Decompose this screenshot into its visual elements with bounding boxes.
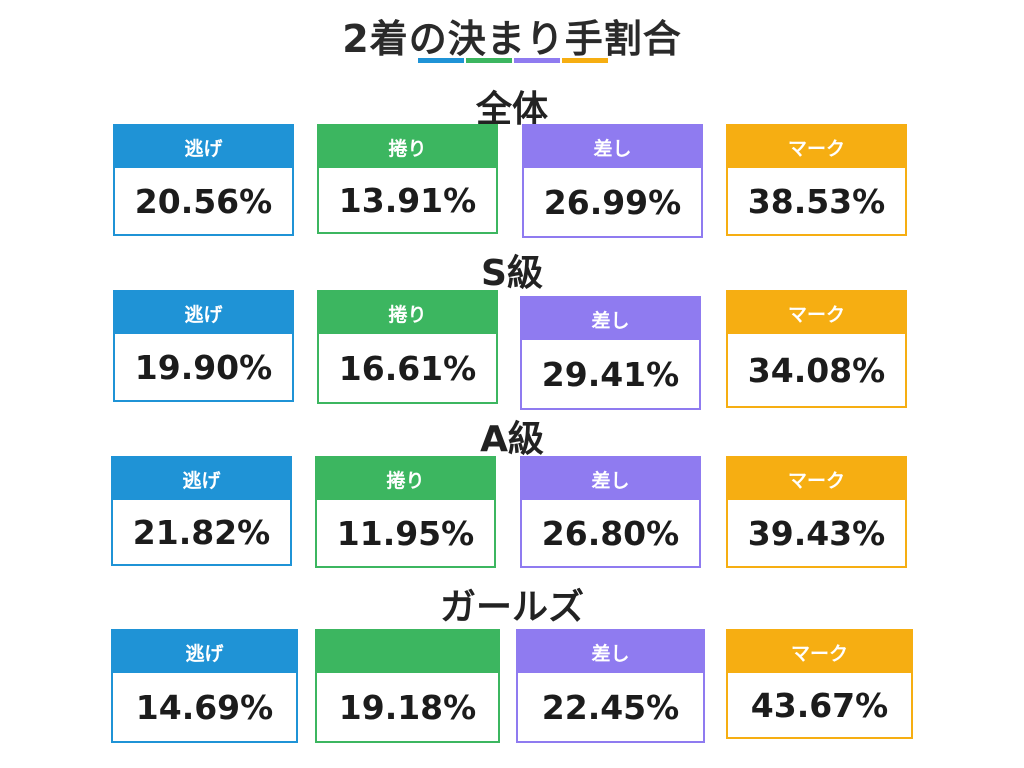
card-label: マーク [728,458,905,500]
section-title-girls: ガールズ [439,587,584,628]
card-label: 逃げ [113,458,290,500]
card-a-sashi: 差し 26.80% [520,456,701,568]
underline-purple [514,58,560,63]
underline-blue [418,58,464,63]
card-girls-makuri: 19.18% [315,629,500,743]
card-label: 逃げ [115,292,292,334]
card-value: 19.18% [338,687,477,727]
card-label: 差し [518,631,703,673]
card-value: 29.41% [541,354,680,394]
page-title: 2着の決まり手割合 [342,17,682,61]
card-s-mark: マーク 34.08% [726,290,907,408]
card-value: 26.99% [543,182,682,222]
card-value: 19.90% [134,347,273,387]
card-overall-mark: マーク 38.53% [726,124,907,236]
card-girls-mark: マーク 43.67% [726,629,913,739]
card-overall-makuri: 捲り 13.91% [317,124,498,234]
card-value: 13.91% [338,180,477,220]
card-label [317,631,498,673]
card-a-nige: 逃げ 21.82% [111,456,292,566]
card-label: 逃げ [113,631,296,673]
card-girls-sashi: 差し 22.45% [516,629,705,743]
card-label: 差し [524,126,701,168]
card-a-makuri: 捲り 11.95% [315,456,496,568]
card-value: 14.69% [135,687,274,727]
underline-green [466,58,512,63]
card-s-nige: 逃げ 19.90% [113,290,294,402]
card-value: 26.80% [541,513,680,553]
section-title-overall: 全体 [475,89,548,130]
card-s-sashi: 差し 29.41% [520,296,701,410]
card-label: 捲り [319,292,496,334]
underline-orange [562,58,608,63]
card-value: 34.08% [747,350,886,390]
card-value: 22.45% [541,687,680,727]
card-overall-sashi: 差し 26.99% [522,124,703,238]
card-label: 捲り [319,126,496,168]
card-value: 16.61% [338,348,477,388]
card-label: マーク [728,631,911,673]
card-label: 捲り [317,458,494,500]
card-label: マーク [728,292,905,334]
card-label: マーク [728,126,905,168]
card-value: 38.53% [747,181,886,221]
card-value: 11.95% [336,513,475,553]
card-overall-nige: 逃げ 20.56% [113,124,294,236]
card-value: 43.67% [750,685,889,725]
card-a-mark: マーク 39.43% [726,456,907,568]
section-title-a-class: A級 [480,419,544,460]
card-girls-nige: 逃げ 14.69% [111,629,298,743]
card-value: 39.43% [747,513,886,553]
card-value: 21.82% [132,512,271,552]
section-title-s-class: S級 [481,253,543,294]
card-label: 差し [522,458,699,500]
card-s-makuri: 捲り 16.61% [317,290,498,404]
card-value: 20.56% [134,181,273,221]
card-label: 差し [522,298,699,340]
title-underline [418,58,610,63]
card-label: 逃げ [115,126,292,168]
